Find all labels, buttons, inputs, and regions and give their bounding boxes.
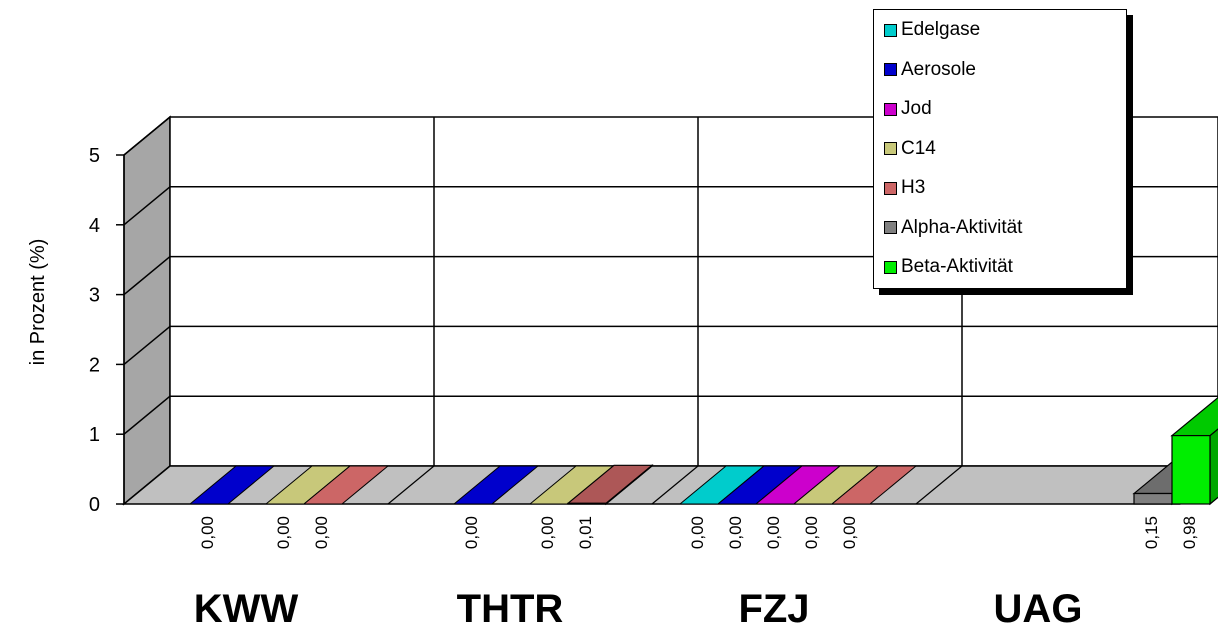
data-label: 0,00 — [198, 516, 217, 549]
data-label: 0,00 — [840, 516, 859, 549]
legend: Edelgase Aerosole Jod C14 H3 Alpha-Aktivität B… — [873, 9, 1127, 289]
bar-kww-h3 — [302, 465, 390, 505]
bar-front-face — [567, 502, 607, 505]
category-label: UAG — [994, 587, 1083, 626]
category-label: THTR — [457, 587, 564, 626]
data-label: 0,15 — [1142, 516, 1161, 549]
bar-thtr-h3 — [566, 464, 654, 506]
legend-label: Alpha-Aktivität — [901, 216, 1023, 238]
bar-bottom-face — [452, 465, 540, 505]
gridline-side — [123, 395, 171, 435]
data-label: 0,00 — [312, 516, 331, 549]
side-wall — [123, 115, 171, 506]
gridline-side — [123, 325, 171, 365]
x-axis: KWW THTR FZJ UAG — [194, 587, 1083, 626]
y-axis-label: in Prozent (%) — [27, 239, 49, 366]
category-label: KWW — [194, 587, 299, 626]
bar-bottom-face — [830, 465, 918, 505]
data-labels: 0,00 0,00 0,00 0,00 0,00 0,01 0,00 0,00 0,00 0,00… — [198, 516, 1199, 549]
legend-label: Jod — [901, 98, 932, 119]
bars — [188, 396, 1218, 506]
legend-item: Jod — [884, 95, 932, 123]
data-label: 0,00 — [688, 516, 707, 549]
legend-swatch — [884, 181, 897, 195]
y-tick-label: 0 — [89, 494, 100, 516]
legend-item: Edelgase — [884, 16, 980, 44]
data-label: 0,00 — [764, 516, 783, 549]
bar-bottom-face — [302, 465, 390, 505]
legend-item: H3 — [884, 174, 925, 202]
data-label: 0,00 — [726, 516, 745, 549]
floor-divider — [915, 465, 963, 505]
legend-label: Aerosole — [901, 58, 976, 80]
data-label: 0,00 — [462, 516, 481, 549]
legend-swatch — [884, 102, 897, 116]
legend-swatch — [884, 260, 897, 274]
data-label: 0,98 — [1180, 516, 1199, 549]
y-axis: 0 1 2 3 4 5 — [89, 145, 125, 516]
bar-front-face — [1171, 434, 1211, 505]
bar-front-face — [1133, 492, 1173, 505]
bar-fzj-h3 — [830, 465, 918, 505]
data-label: 0,00 — [274, 516, 293, 549]
category-label: FZJ — [738, 587, 809, 626]
legend-swatch — [884, 63, 897, 76]
bar-uag-beta-aktivit-t — [1170, 396, 1218, 506]
legend-item: Alpha-Aktivität — [884, 214, 1022, 242]
floor-divider — [387, 465, 435, 505]
y-tick-label: 1 — [89, 424, 100, 446]
bar-kww-aerosole — [188, 465, 276, 505]
legend-label: C14 — [901, 137, 936, 159]
legend-item: Aerosole — [884, 56, 976, 84]
data-label: 0,00 — [802, 516, 821, 549]
legend-swatch — [884, 23, 897, 37]
gridline-side — [123, 116, 171, 156]
legend-label: Beta-Aktivität — [901, 256, 1013, 277]
legend-swatch — [884, 142, 897, 155]
bar-bottom-face — [188, 465, 276, 505]
legend-item: Beta-Aktivität — [884, 253, 1013, 281]
gridline-side — [123, 256, 171, 296]
legend-item: C14 — [884, 135, 936, 163]
y-tick-label: 3 — [89, 285, 100, 307]
bar-thtr-aerosole — [452, 465, 540, 505]
floor-divider — [651, 465, 699, 505]
data-label: 0,00 — [538, 516, 557, 549]
y-tick-label: 2 — [89, 354, 100, 376]
legend-label: Edelgase — [901, 19, 981, 40]
y-tick-label: 5 — [89, 145, 100, 167]
data-label: 0,01 — [576, 516, 595, 549]
y-tick-label: 4 — [89, 215, 100, 237]
legend-label: H3 — [901, 177, 926, 198]
gridline-side — [123, 186, 171, 226]
legend-swatch — [884, 221, 897, 234]
